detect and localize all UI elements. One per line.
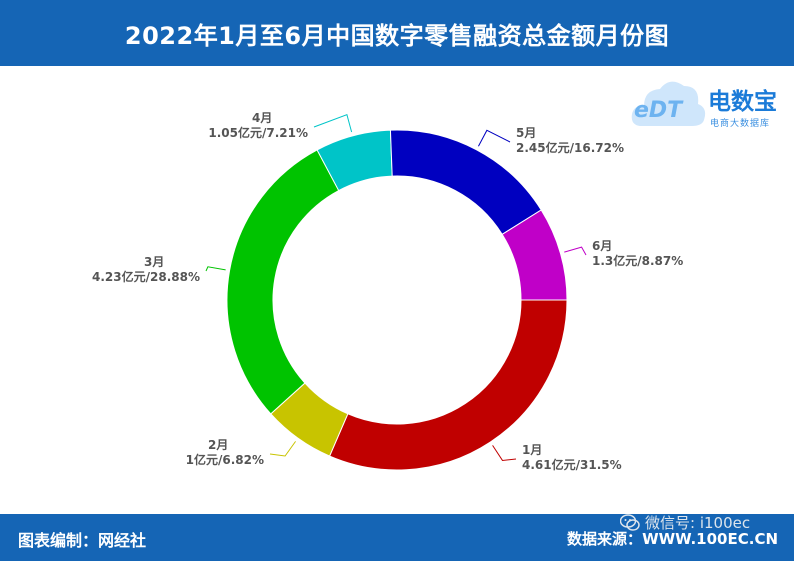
slice-label-6: 6月: [592, 239, 612, 253]
slice-label-4: 4月: [252, 111, 272, 125]
slice-value-label-2: 1亿元/6.82%: [186, 452, 264, 467]
source-label: 数据来源：: [567, 530, 643, 548]
slice-value-label-4: 1.05亿元/7.21%: [208, 125, 308, 140]
slice-value-label-5: 2.45亿元/16.72%: [516, 140, 624, 155]
slice-label-5: 5月: [516, 126, 536, 140]
wechat-watermark: 微信号: i100ec: [620, 512, 750, 533]
brand-logo: eDT 电数宝 电商大数据库: [628, 72, 790, 142]
logo-mark: eDT: [634, 98, 683, 123]
leader-line-5: [478, 129, 511, 147]
leader-line-6: [564, 246, 587, 256]
slice-value-label-6: 1.3亿元/8.87%: [592, 253, 683, 268]
slice-value-label-3: 4.23亿元/28.88%: [92, 269, 200, 284]
header-bar: 2022年1月至6月中国数字零售融资总金额月份图: [0, 0, 794, 66]
slice-label-1: 1月: [522, 443, 542, 457]
leader-line-3: [205, 266, 226, 272]
leader-line-1: [492, 445, 517, 461]
logo-slogan: 电商大数据库: [710, 119, 771, 129]
slice-value-label-1: 4.61亿元/31.5%: [522, 457, 622, 472]
slice-label-2: 2月: [208, 438, 228, 452]
page-title: 2022年1月至6月中国数字零售融资总金额月份图: [124, 21, 670, 50]
footer-compiler: 图表编制：网经社: [18, 531, 147, 550]
slice-3[interactable]: [226, 149, 340, 415]
cloud-icon: [631, 81, 706, 126]
logo-brand: 电数宝: [708, 89, 777, 115]
source-url[interactable]: WWW.100EC.CN: [642, 530, 778, 548]
wechat-icon: [620, 513, 640, 531]
footer-source: 数据来源：WWW.100EC.CN: [567, 528, 778, 549]
leader-line-2: [269, 441, 296, 457]
slice-6[interactable]: [501, 209, 568, 301]
slice-label-3: 3月: [144, 255, 164, 269]
leader-line-4: [313, 113, 353, 133]
footer-bar: 图表编制：网经社 数据来源：WWW.100EC.CN: [0, 514, 794, 561]
watermark-text: 微信号: i100ec: [645, 514, 751, 532]
